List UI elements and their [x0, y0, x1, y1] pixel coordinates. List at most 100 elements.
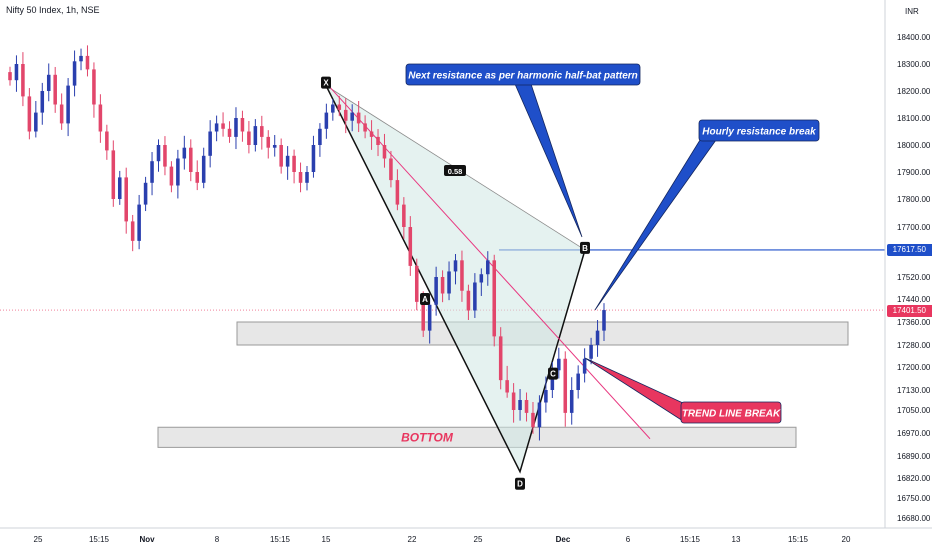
half-bat-callout-text[interactable]: Next resistance as per harmonic half-bat…: [408, 71, 638, 82]
bottom-label: BOTTOM: [401, 430, 454, 444]
trend-break-callout-text[interactable]: TREND LINE BREAK: [682, 409, 781, 420]
trend-break-callout: TREND LINE BREAK: [584, 357, 782, 424]
time-tick-label: 15:15: [270, 535, 291, 544]
candle: [266, 130, 271, 159]
candle: [182, 135, 187, 170]
candle-body: [544, 390, 548, 403]
candle-body: [331, 104, 335, 113]
candle-body: [524, 400, 529, 413]
candle: [34, 100, 38, 138]
candle: [137, 194, 141, 250]
candle: [195, 160, 200, 191]
candle: [369, 120, 374, 150]
price-tick-label: 16970.00: [897, 429, 931, 438]
candle-body: [479, 274, 484, 283]
price-tick-label: 17700.00: [897, 223, 931, 232]
candle-body: [337, 104, 342, 110]
candle: [402, 197, 406, 239]
price-tick-label: 17440.00: [897, 295, 931, 304]
price-tick-label: 16750.00: [897, 494, 931, 503]
candle: [8, 66, 12, 86]
candle: [163, 136, 167, 176]
time-tick-label: Dec: [556, 535, 571, 544]
point-x-marker-text: X: [323, 79, 329, 88]
point-x-marker-box: [321, 76, 331, 89]
candle-body: [53, 74, 57, 105]
candle: [569, 377, 574, 425]
candle-body: [85, 55, 90, 70]
candle: [260, 115, 264, 150]
candle: [221, 112, 225, 137]
price-tick-label: 17800.00: [897, 195, 931, 204]
candle-body: [240, 118, 245, 132]
candle: [589, 337, 593, 365]
candle: [53, 66, 57, 113]
price-tick-label: 16890.00: [897, 452, 931, 461]
candle: [279, 138, 283, 174]
candle: [544, 376, 548, 413]
candle-body: [117, 177, 122, 199]
candle-body: [124, 177, 128, 222]
trend-break-callout-pointer: [584, 357, 684, 422]
candle-body: [111, 150, 116, 199]
candle: [292, 149, 296, 184]
time-tick-label: 22: [408, 535, 417, 544]
candle-body: [150, 161, 154, 183]
candle: [350, 104, 354, 132]
candle-body: [279, 145, 283, 167]
point-x-marker: X: [321, 76, 331, 89]
candle-body: [531, 412, 535, 428]
candle: [14, 55, 19, 92]
candle-body: [589, 345, 593, 359]
candle-body: [414, 265, 419, 302]
candle: [98, 94, 103, 143]
candle: [473, 273, 477, 318]
price-tick-label: 18000.00: [897, 141, 931, 150]
candle-body: [382, 145, 387, 159]
ratio-text: 0.58: [448, 167, 463, 176]
candle-body: [389, 158, 393, 181]
point-d-marker: D: [515, 477, 525, 490]
candle: [363, 115, 367, 139]
candle: [337, 95, 342, 117]
candle: [389, 150, 393, 188]
candle-body: [557, 358, 561, 371]
candle-body: [292, 155, 296, 172]
candle-body: [72, 61, 77, 86]
price-tick-label: 17130.00: [897, 386, 931, 395]
candle: [227, 121, 232, 143]
candle: [453, 253, 458, 285]
candle: [66, 78, 70, 137]
candle: [189, 139, 193, 182]
point-a-marker: A: [420, 293, 430, 305]
price-tick-label: 17520.00: [897, 273, 931, 282]
candle-body: [466, 290, 471, 311]
candle: [524, 392, 529, 422]
hourly-break-callout-text[interactable]: Hourly resistance break: [702, 127, 816, 138]
candle: [169, 161, 174, 193]
candle: [343, 98, 348, 134]
candle-body: [569, 390, 574, 413]
candle-body: [66, 85, 70, 124]
candle: [427, 297, 432, 344]
candle: [466, 284, 471, 320]
candle: [602, 303, 606, 341]
candle-body: [98, 104, 103, 132]
candle: [21, 52, 25, 107]
candle-body: [182, 147, 187, 159]
candle: [447, 261, 451, 301]
candle: [240, 110, 245, 142]
candle: [285, 146, 290, 180]
candle-body: [14, 64, 19, 81]
price-tick-label: 17280.00: [897, 341, 931, 350]
price-tick-label: 18100.00: [897, 114, 931, 123]
candle-body: [253, 126, 258, 145]
candle-body: [137, 204, 141, 241]
candle: [117, 170, 122, 205]
half-bat-callout: Next resistance as per harmonic half-bat…: [405, 63, 641, 238]
hourly-break-callout-pointer: [594, 139, 717, 311]
candle-body: [350, 112, 354, 121]
candle: [486, 251, 490, 286]
